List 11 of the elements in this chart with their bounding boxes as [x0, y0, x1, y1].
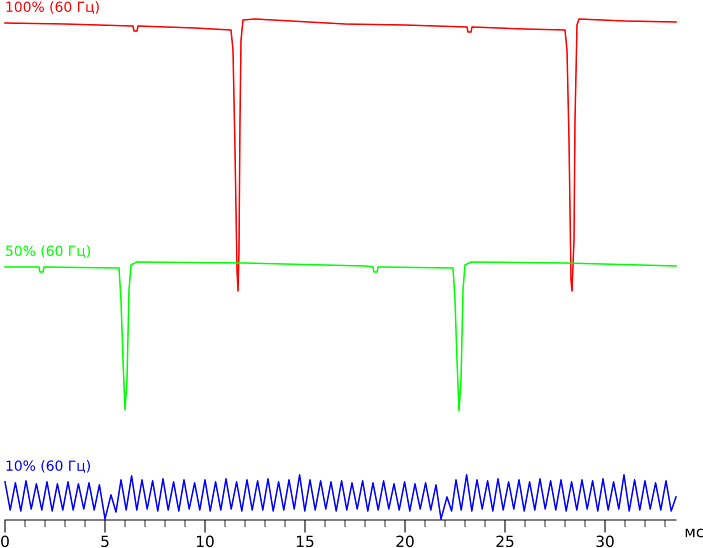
x-tick-label: 30 [596, 536, 614, 548]
series-label: 100% (60 Гц) [6, 1, 99, 14]
series-label: 50% (60 Гц) [6, 245, 90, 258]
x-tick-label: 10 [196, 536, 214, 548]
x-tick-label: 25 [496, 536, 514, 548]
x-tick-label: 15 [296, 536, 314, 548]
x-tick-label: 5 [101, 536, 109, 548]
series-label: 10% (60 Гц) [6, 460, 90, 473]
x-axis-title: мс [686, 528, 703, 538]
x-tick-label: 20 [396, 536, 414, 548]
x-tick-label: 0 [1, 536, 9, 548]
